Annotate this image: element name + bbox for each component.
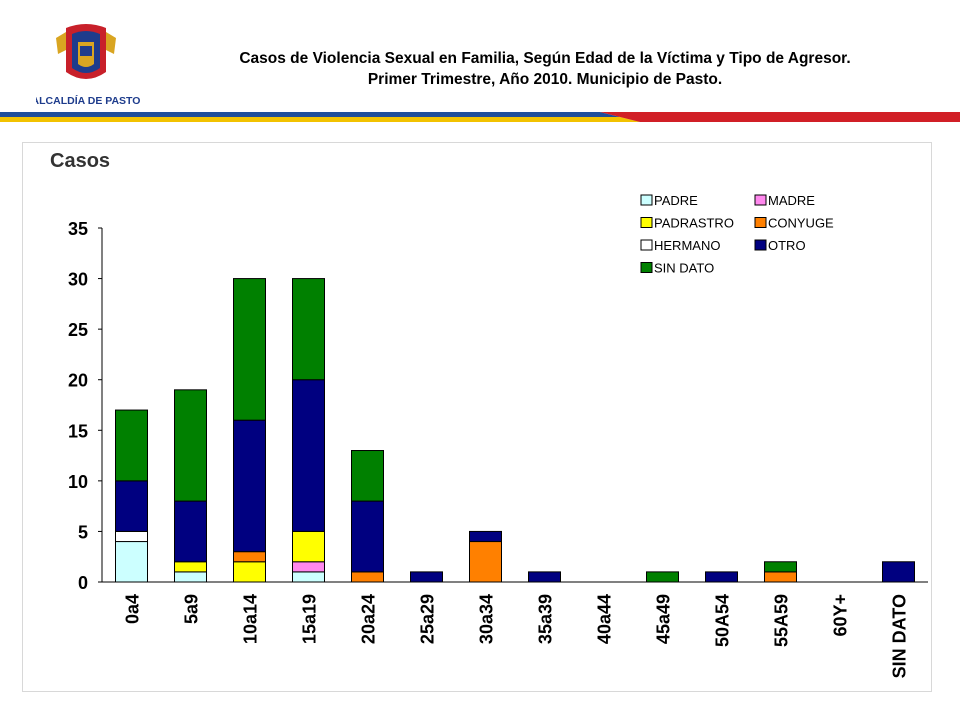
shield-wing-left-icon [56,32,66,54]
x-tick-label: 35a39 [536,594,556,644]
y-tick-label: 5 [78,522,88,542]
legend-label: MADRE [768,193,815,208]
legend-swatch [640,262,653,273]
bar-segment [351,571,384,583]
legend-swatch [640,194,653,206]
legend-label: PADRE [654,193,698,208]
bar-segment [351,500,384,573]
bar-segment [764,561,797,573]
y-tick-label: 20 [68,371,88,391]
legend-swatch [640,239,653,251]
legend-label: CONYUGE [768,216,834,231]
x-axis: 0a4 5a9 10a14 15a19 20a24 25a29 30a34 35a39 40a4… [102,581,928,678]
bar-segment [233,278,266,421]
chart-title: Casos [50,150,110,172]
x-tick-label: 25a29 [418,594,438,644]
bar-segment [115,409,148,482]
bar-segment [292,278,325,381]
legend-label: HERMANO [654,238,720,253]
bars [115,278,915,583]
bar-segment [292,571,325,583]
bar-segment [410,571,443,583]
bar-segment [174,389,207,502]
x-tick-label: 5a9 [182,594,202,624]
bar-segment [174,571,207,583]
bar-segment [233,419,266,553]
x-tick-label: 20a24 [359,594,379,644]
page-title: Casos de Violencia Sexual en Familia, Se… [180,48,910,90]
x-tick-label: 30a34 [477,594,497,644]
x-tick-label: 40a44 [595,594,615,644]
legend-swatch [754,194,767,206]
bar-segment [469,530,502,543]
bar-segment [528,571,561,583]
y-tick-label: 35 [68,219,88,239]
x-tick-label: 60Y+ [831,594,851,637]
bar-segment [469,541,502,583]
bar-segment [764,571,797,583]
bar-segment [292,530,325,563]
y-tick-label: 15 [68,421,88,441]
stacked-bar-chart: Casos 0 5 10 15 20 25 30 35 0a4 5a9 10a14 15a19 20a… [50,150,928,678]
x-tick-label: 45a49 [654,594,674,644]
x-tick-label: 10a14 [241,594,261,644]
bar-segment [115,480,148,532]
legend-label: PADRASTRO [654,216,734,231]
legend-swatch [640,217,653,228]
chart-frame [22,142,932,692]
logo-text: ALCALDÍA DE PASTO [36,94,140,107]
bar-segment [292,561,325,573]
x-tick-label: 55A59 [772,594,792,647]
header-stripes [0,112,960,122]
bar-segment [882,561,915,583]
legend-label: OTRO [768,238,806,253]
x-tick-label: 50A54 [713,594,733,647]
bar-segment [115,541,148,583]
bar-segment [174,500,207,563]
header: ALCALDÍA DE PASTO Casos de Violencia Sex… [0,0,960,122]
shield-wing-right-icon [106,32,116,54]
bar-segment [292,379,325,532]
legend-swatch [754,217,767,228]
title-line-1: Casos de Violencia Sexual en Familia, Se… [239,50,851,67]
bar-segment [351,450,384,502]
y-tick-label: 30 [68,270,88,290]
legend-swatch [754,239,767,251]
legend-label: SIN DATO [654,261,714,276]
bar-segment [705,571,738,583]
chart-legend: PADRE MADRE PADRASTRO CONYUGE HERMANO OTRO SIN… [640,193,834,276]
stripe-blue [0,112,620,117]
x-tick-label: 15a19 [300,594,320,644]
stripe-red [600,112,960,122]
bar-segment [646,571,679,583]
bar-segment [174,561,207,573]
alcaldia-logo: ALCALDÍA DE PASTO [36,24,140,107]
bar-segment [233,561,266,583]
y-tick-label: 25 [68,320,88,340]
bar-segment [115,530,148,543]
x-tick-label: SIN DATO [890,594,910,678]
title-line-2: Primer Trimestre, Año 2010. Municipio de… [367,71,723,88]
y-tick-label: 10 [68,472,88,492]
stripe-yellow [0,117,640,122]
y-tick-label: 0 [78,573,88,593]
x-tick-label: 0a4 [123,594,143,624]
y-axis: 0 5 10 15 20 25 30 35 [68,219,103,593]
bar-segment [233,551,266,563]
